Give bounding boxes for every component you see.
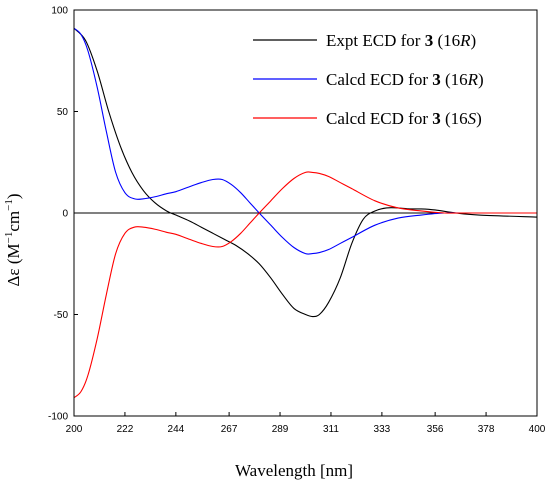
legend-label-calcd-16r: Calcd ECD for 3 (16R): [326, 70, 484, 89]
y-axis-title-suffix: ): [4, 194, 23, 200]
y-tick-label-50: 50: [57, 107, 69, 118]
legend-label-calcd-16s: Calcd ECD for 3 (16S): [326, 109, 482, 128]
x-tick-label-311: 311: [323, 424, 339, 435]
x-tick-label-200: 200: [66, 424, 83, 435]
x-tick-label-400: 400: [529, 424, 546, 435]
plot-frame: [73, 9, 538, 417]
x-tick-label-267: 267: [221, 424, 238, 435]
x-tick-label-222: 222: [117, 424, 134, 435]
x-tick-label-333: 333: [374, 424, 391, 435]
legend: Expt ECD for 3 (16R) Calcd ECD for 3 (16R…: [253, 31, 484, 128]
x-tick-label-378: 378: [478, 424, 495, 435]
x-tick-label-244: 244: [168, 424, 185, 435]
y-axis-title: Δε (M−1cm−1): [3, 194, 23, 287]
series-layer: [73, 27, 538, 399]
y-axis-title-sup2: −1: [3, 199, 15, 211]
y-axis-title-sup1: −1: [3, 232, 15, 244]
y-tick-label-100: 100: [51, 6, 68, 17]
y-axis-title-prefix: Δε (M: [4, 243, 23, 286]
x-axis-title: Wavelength [nm]: [235, 461, 353, 480]
y-tick-label--100: -100: [48, 412, 68, 423]
y-tick-label-0: 0: [62, 209, 68, 220]
series-line-calcd-16s: [73, 171, 537, 399]
x-tick-label-289: 289: [272, 424, 289, 435]
x-tick-label-356: 356: [427, 424, 444, 435]
y-axis-title-mid: cm: [4, 211, 23, 232]
legend-label-expt-16r: Expt ECD for 3 (16R): [326, 31, 476, 50]
series-line-calcd-16r: [73, 27, 537, 255]
y-tick-label--50: -50: [54, 310, 69, 321]
